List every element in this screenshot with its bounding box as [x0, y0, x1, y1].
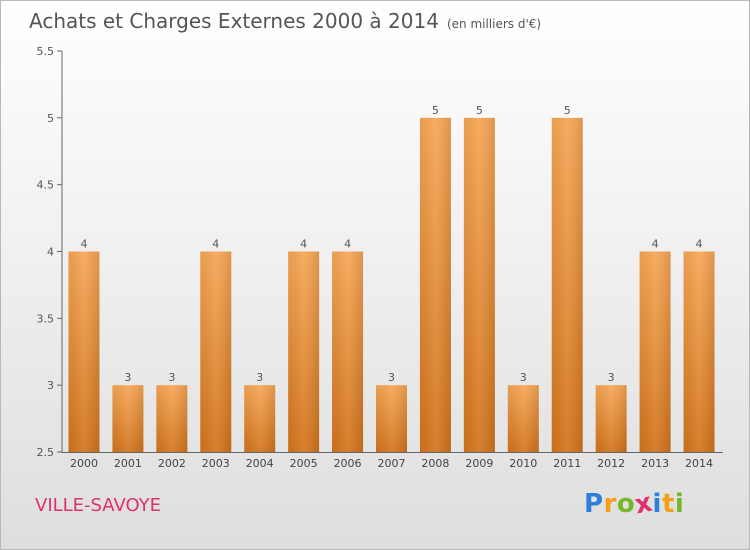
logo-letter: o [616, 489, 636, 519]
value-label-2008: 5 [432, 104, 439, 117]
y-tick-label-4: 4 [47, 246, 54, 259]
bar-shade-2010 [507, 385, 539, 452]
x-tick-label-2003: 2003 [202, 457, 230, 470]
value-label-2013: 4 [652, 238, 659, 251]
x-tick-label-2009: 2009 [465, 457, 493, 470]
bars-group: 4 3 3 4 3 4 4 3 5 5 3 5 3 4 4 [68, 104, 715, 452]
x-tick-label-2006: 2006 [334, 457, 362, 470]
value-label-2010: 3 [520, 371, 527, 384]
bar-shade-2009 [463, 117, 495, 452]
commune-name: VILLE-SAVOYE [35, 495, 162, 516]
x-tick-label-2008: 2008 [421, 457, 449, 470]
bar-shade-2001 [112, 385, 144, 452]
y-tick-label-5: 5 [47, 112, 54, 125]
x-tick-label-2011: 2011 [553, 457, 581, 470]
proxiti-logo: Proxiti [584, 488, 685, 521]
bar-shade-2004 [244, 385, 276, 452]
x-tick-label-2004: 2004 [246, 457, 274, 470]
value-label-2002: 3 [168, 371, 175, 384]
value-label-2006: 4 [344, 238, 351, 251]
x-tick-label-2002: 2002 [158, 457, 186, 470]
bar-shade-2006 [332, 251, 364, 452]
x-tick-label-2013: 2013 [641, 457, 669, 470]
y-tick-label-3: 3 [47, 379, 54, 392]
title-text: Achats et Charges Externes 2000 à 2014 [29, 9, 439, 33]
value-label-2000: 4 [80, 238, 87, 251]
chart-title: Achats et Charges Externes 2000 à 2014 (e… [29, 9, 541, 33]
logo-letter: P [584, 489, 604, 519]
value-label-2005: 4 [300, 238, 307, 251]
bar-shade-2005 [288, 251, 320, 452]
x-tick-label-2005: 2005 [290, 457, 318, 470]
x-tick-label-2000: 2000 [70, 457, 98, 470]
y-tick-label-3.5: 3.5 [37, 312, 55, 325]
value-label-2007: 3 [388, 371, 395, 384]
value-label-2001: 3 [124, 371, 131, 384]
logo-letter: r [603, 489, 617, 519]
bar-shade-2002 [156, 385, 188, 452]
bar-shade-2012 [595, 385, 627, 452]
bar-shade-2007 [376, 385, 407, 452]
logo-letter: i [674, 489, 685, 519]
x-axis: 2000 2001 2002 2003 2004 2005 2006 2007 2008 2009… [62, 452, 723, 470]
y-tick-label-4.5: 4.5 [37, 179, 55, 192]
y-axis: 2.5 3 3.5 4 4.5 5 5.5 [37, 45, 63, 459]
y-tick-label-2.5: 2.5 [37, 446, 55, 459]
value-label-2003: 4 [212, 238, 219, 251]
value-label-2009: 5 [476, 104, 483, 117]
bar-shade-2000 [68, 251, 100, 452]
bar-shade-2011 [551, 117, 583, 452]
y-tick-label-5.5: 5.5 [37, 45, 55, 58]
x-tick-label-2012: 2012 [597, 457, 625, 470]
x-tick-label-2007: 2007 [378, 457, 406, 470]
bar-shade-2014 [683, 251, 715, 452]
value-label-2004: 3 [256, 371, 263, 384]
bar-shade-2008 [419, 117, 451, 452]
x-tick-label-2010: 2010 [509, 457, 537, 470]
x-tick-label-2014: 2014 [685, 457, 713, 470]
title-unit: (en milliers d'€) [446, 17, 542, 31]
logo-letter: t [661, 489, 675, 519]
logo-letter: i [652, 489, 662, 519]
value-label-2012: 3 [608, 371, 615, 384]
value-label-2014: 4 [696, 238, 703, 251]
x-tick-label-2001: 2001 [114, 457, 142, 470]
value-label-2011: 5 [564, 104, 571, 117]
bar-shade-2003 [200, 251, 232, 452]
bar-shade-2013 [639, 251, 671, 452]
